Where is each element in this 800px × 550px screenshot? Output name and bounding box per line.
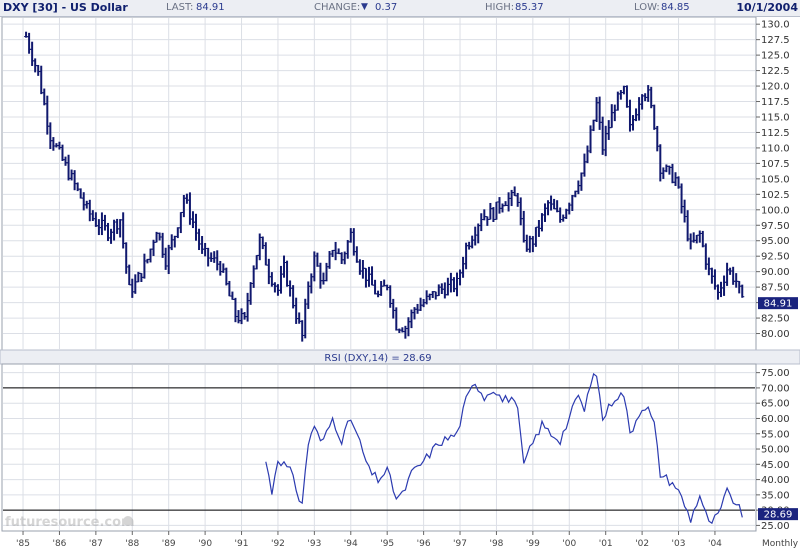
rsi-tick-label: 40.00 bbox=[761, 475, 790, 486]
price-tick-label: 80.00 bbox=[761, 329, 790, 340]
last-value: 84.91 bbox=[196, 2, 225, 13]
price-tick-label: 112.5 bbox=[761, 128, 790, 139]
rsi-tick-label: 35.00 bbox=[761, 490, 790, 501]
price-tick-label: 95.00 bbox=[761, 236, 790, 247]
rsi-y-axis: 25.0030.0035.0040.0045.0050.0055.0060.00… bbox=[756, 368, 790, 532]
rsi-tick-label: 25.00 bbox=[761, 521, 790, 532]
low-label: LOW: bbox=[634, 2, 660, 13]
frequency-label: Monthly bbox=[762, 539, 799, 549]
high-value: 85.37 bbox=[515, 2, 544, 13]
x-tick-label: '02 bbox=[635, 539, 649, 549]
price-tick-label: 107.5 bbox=[761, 159, 790, 170]
x-tick-label: '85 bbox=[16, 539, 30, 549]
price-tick-label: 90.00 bbox=[761, 267, 790, 278]
price-tick-label: 82.50 bbox=[761, 314, 790, 325]
price-panel-grid bbox=[3, 23, 755, 335]
quote-header: DXY [30] - US Dollar LAST: 84.91 CHANGE:… bbox=[0, 0, 800, 17]
price-bars bbox=[24, 31, 745, 342]
price-tick-label: 97.50 bbox=[761, 221, 790, 232]
price-last-badge: 84.91 bbox=[758, 297, 798, 310]
price-tick-label: 87.50 bbox=[761, 283, 790, 294]
rsi-panel-frame bbox=[1, 363, 757, 532]
price-tick-label: 105.0 bbox=[761, 174, 790, 185]
watermark-text: futuresource.com bbox=[5, 515, 135, 530]
instrument-title: DXY [30] - US Dollar bbox=[3, 1, 128, 14]
watermark: futuresource.com bbox=[5, 515, 135, 530]
price-tick-label: 102.5 bbox=[761, 190, 790, 201]
price-tick-label: 130.0 bbox=[761, 20, 790, 31]
price-y-axis: 80.0082.5085.0087.5090.0092.5095.0097.50… bbox=[756, 20, 790, 340]
x-axis: '85 '86 '87 '88 '89 '90 '91 '92 '93 '94 '95 '96 '97 '… bbox=[16, 531, 722, 549]
price-panel-frame bbox=[1, 16, 757, 351]
price-tick-label: 115.0 bbox=[761, 112, 790, 123]
rsi-tick-label: 45.00 bbox=[761, 460, 790, 471]
price-tick-label: 122.5 bbox=[761, 66, 790, 77]
price-tick-label: 127.5 bbox=[761, 35, 790, 46]
x-tick-label: '04 bbox=[708, 539, 722, 549]
rsi-line-group bbox=[265, 372, 743, 525]
rsi-reference-lines bbox=[3, 387, 755, 511]
change-value: 0.37 bbox=[375, 2, 398, 13]
price-tick-label: 100.0 bbox=[761, 205, 790, 216]
rsi-last-badge: 28.69 bbox=[758, 508, 798, 521]
x-tick-label: '89 bbox=[162, 539, 176, 549]
x-tick-label: '97 bbox=[453, 539, 467, 549]
change-label: CHANGE: bbox=[314, 2, 361, 13]
x-tick-label: '94 bbox=[344, 539, 358, 549]
x-tick-label: '03 bbox=[672, 539, 686, 549]
x-tick-label: '91 bbox=[235, 539, 249, 549]
rsi-tick-label: 75.00 bbox=[761, 368, 790, 379]
x-tick-label: '88 bbox=[125, 539, 139, 549]
x-tick-label: '96 bbox=[417, 539, 431, 549]
change-down-arrow-icon: ▼ bbox=[361, 2, 368, 12]
price-tick-label: 92.50 bbox=[761, 252, 790, 263]
x-tick-label: '95 bbox=[380, 539, 394, 549]
x-tick-label: '92 bbox=[271, 539, 285, 549]
x-tick-label: '93 bbox=[307, 539, 321, 549]
price-last-value: 84.91 bbox=[764, 299, 793, 310]
x-tick-label: '98 bbox=[489, 539, 503, 549]
price-tick-label: 120.0 bbox=[761, 82, 790, 93]
x-tick-label: '99 bbox=[526, 539, 540, 549]
rsi-line bbox=[265, 372, 743, 525]
rsi-tick-label: 60.00 bbox=[761, 414, 790, 425]
price-tick-label: 125.0 bbox=[761, 51, 790, 62]
rsi-tick-label: 65.00 bbox=[761, 399, 790, 410]
x-tick-label: '86 bbox=[52, 539, 66, 549]
price-tick-label: 117.5 bbox=[761, 97, 790, 108]
price-last-badge-box bbox=[758, 297, 798, 310]
rsi-tick-label: 55.00 bbox=[761, 429, 790, 440]
high-label: HIGH: bbox=[485, 2, 515, 13]
x-tick-label: '87 bbox=[89, 539, 103, 549]
rsi-panel-title: RSI (DXY,14) = 28.69 bbox=[324, 353, 431, 364]
x-tick-label: '01 bbox=[599, 539, 613, 549]
rsi-tick-label: 70.00 bbox=[761, 383, 790, 394]
rsi-tick-label: 50.00 bbox=[761, 445, 790, 456]
rsi-last-badge-box bbox=[758, 508, 798, 521]
watermark-logo-icon bbox=[123, 516, 133, 526]
last-label: LAST: bbox=[166, 2, 194, 13]
x-tick-label: '00 bbox=[562, 539, 576, 549]
x-tick-label: '90 bbox=[198, 539, 212, 549]
quote-date: 10/1/2004 bbox=[736, 1, 798, 14]
rsi-last-value: 28.69 bbox=[764, 510, 793, 521]
low-value: 84.85 bbox=[661, 2, 690, 13]
price-tick-label: 110.0 bbox=[761, 143, 790, 154]
